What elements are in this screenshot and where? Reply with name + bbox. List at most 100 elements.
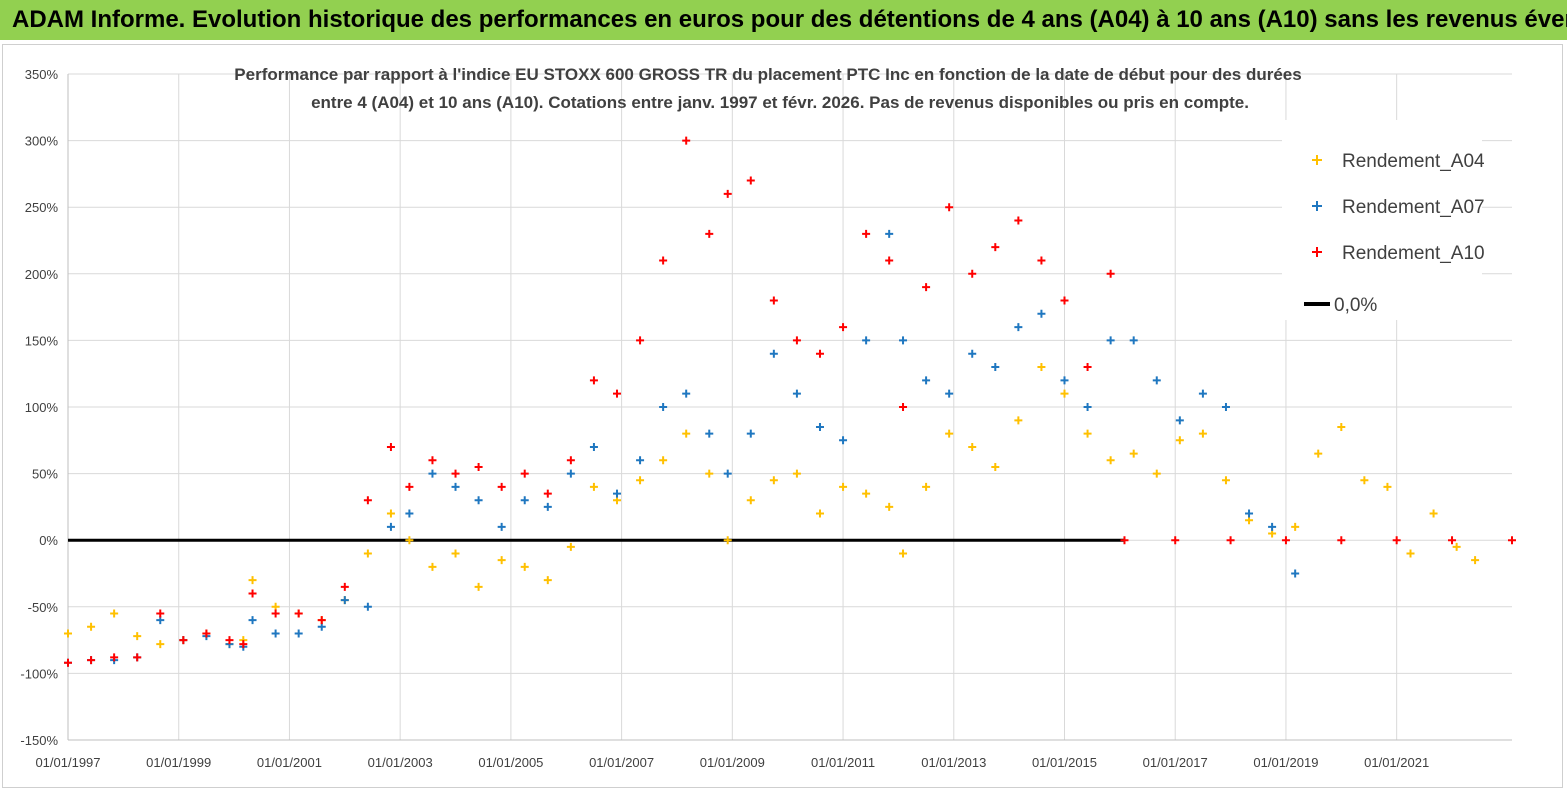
data-point [885,229,894,238]
data-point [945,389,954,398]
x-tick-label: 01/01/2001 [257,755,322,770]
data-point [659,403,668,411]
legend-background [1282,120,1482,320]
data-point [1268,522,1277,531]
data-point [405,536,414,545]
data-point [110,653,119,662]
data-point [1083,363,1092,372]
data-point [566,542,575,551]
data-point [839,482,848,491]
data-point [156,640,165,649]
data-point [363,602,372,611]
data-point [968,442,977,451]
data-point [815,349,824,358]
data-point [1360,476,1369,485]
data-point [271,629,280,638]
y-tick-label: -150% [20,733,58,748]
data-point [885,256,894,265]
data-point [1337,422,1346,431]
data-point [723,189,732,198]
data-point [386,509,395,518]
data-point [294,629,303,638]
data-point [1014,216,1023,225]
x-tick-label: 01/01/2007 [589,755,654,770]
data-point [885,502,894,511]
data-point [792,336,801,345]
y-tick-label: 200% [25,267,59,282]
data-point [179,636,188,645]
data-point [746,176,755,185]
y-tick-label: -50% [28,600,59,615]
data-point [682,136,691,145]
data-point [682,429,691,438]
y-tick-label: 0% [39,533,58,548]
y-tick-label: -100% [20,666,58,681]
data-point [156,609,165,618]
data-point [294,609,303,618]
data-point [1221,403,1230,411]
data-point [1245,509,1254,518]
data-point [922,376,931,385]
data-point [1392,536,1401,545]
data-point [899,336,908,345]
x-tick-label: 01/01/2015 [1032,755,1097,770]
data-point [991,243,1000,252]
data-point [520,469,529,478]
data-point [1383,482,1392,491]
data-point [723,536,732,545]
legend-label: Rendement_A10 [1342,243,1485,264]
data-point [862,336,871,345]
data-point [746,429,755,438]
data-point [1152,376,1161,385]
data-point [1037,256,1046,265]
data-point [991,462,1000,471]
x-tick-label: 01/01/2019 [1253,755,1318,770]
x-tick-label: 01/01/1999 [146,755,211,770]
data-point [110,609,119,618]
data-point [87,656,96,665]
data-point [1175,436,1184,445]
data-point [1508,536,1516,545]
data-point [922,283,931,292]
y-tick-label: 100% [25,400,59,415]
chart-subtitle-line1: Performance par rapport à l'indice EU ST… [234,65,1301,84]
data-point [520,562,529,571]
data-point [1106,269,1115,278]
data-point [474,582,483,591]
data-point [340,596,349,605]
data-point [405,482,414,491]
data-point [1221,476,1230,485]
data-point [428,469,437,478]
data-point [1337,536,1346,545]
data-point [133,632,142,641]
data-point [474,496,483,505]
data-point [705,429,714,438]
x-tick-label: 01/01/1997 [35,755,100,770]
data-point [543,576,552,585]
legend-label: 0,0% [1334,295,1377,316]
data-point [1198,429,1207,438]
data-point [225,636,234,645]
data-point [1291,569,1300,578]
data-point [612,489,621,498]
data-point [1106,336,1115,345]
data-point [968,269,977,278]
data-point [899,403,908,411]
data-point [1120,536,1129,545]
data-point [64,629,72,638]
data-point [922,482,931,491]
legend-swatch [1312,155,1322,165]
data-point [792,389,801,398]
data-point [1037,309,1046,318]
data-point [589,442,598,451]
data-point [428,562,437,571]
data-point [1281,536,1290,545]
data-point [386,522,395,531]
x-tick-label: 01/01/2003 [368,755,433,770]
data-point [1471,556,1480,565]
data-point [87,622,96,631]
data-point [386,442,395,451]
data-point [612,389,621,398]
data-point [239,640,248,649]
data-point [543,489,552,498]
